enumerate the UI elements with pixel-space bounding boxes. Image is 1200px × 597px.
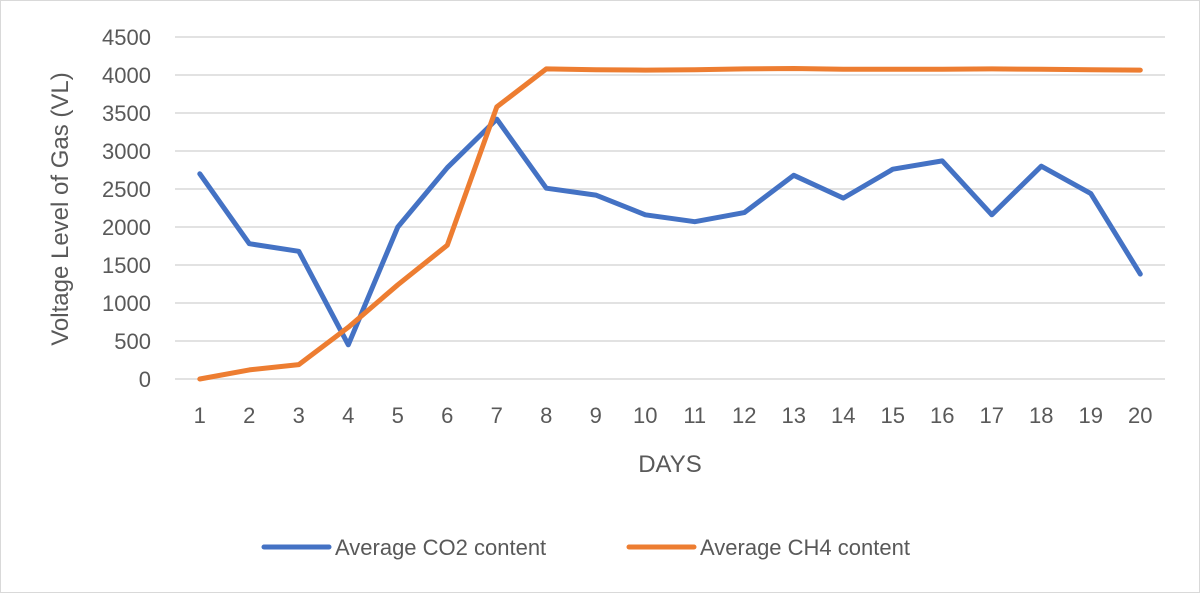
x-tick-label: 20 <box>1128 403 1152 428</box>
x-tick-label: 6 <box>441 403 453 428</box>
x-tick-label: 12 <box>732 403 756 428</box>
y-tick-label: 4500 <box>102 25 151 50</box>
legend: Average CO2 content Average CH4 content <box>261 535 910 560</box>
series-lines <box>197 66 1143 382</box>
y-tick-label: 3000 <box>102 139 151 164</box>
x-axis-ticks: 1 2 3 4 5 6 7 8 9 10 11 12 13 14 15 16 17 18 19 20 <box>194 403 1153 428</box>
legend-label: Average CH4 content <box>700 535 910 560</box>
x-tick-label: 8 <box>540 403 552 428</box>
x-tick-label: 17 <box>980 403 1004 428</box>
x-tick-label: 19 <box>1079 403 1103 428</box>
x-tick-label: 10 <box>633 403 657 428</box>
legend-label: Average CO2 content <box>335 535 546 560</box>
y-tick-label: 1000 <box>102 291 151 316</box>
x-tick-label: 9 <box>590 403 602 428</box>
gridlines <box>175 36 1165 342</box>
x-tick-label: 2 <box>243 403 255 428</box>
series-line-co2 <box>197 116 1143 348</box>
x-tick-label: 14 <box>831 403 855 428</box>
x-tick-label: 1 <box>194 403 206 428</box>
y-tick-label: 4000 <box>102 63 151 88</box>
y-tick-label: 3500 <box>102 101 151 126</box>
y-tick-label: 1500 <box>102 253 151 278</box>
y-tick-label: 0 <box>139 367 151 392</box>
x-tick-label: 18 <box>1029 403 1053 428</box>
y-tick-label: 500 <box>114 329 151 354</box>
x-tick-label: 13 <box>782 403 806 428</box>
y-axis-ticks: 0 500 1000 1500 2000 2500 3000 3500 4000 4500 <box>102 25 151 392</box>
x-tick-label: 11 <box>683 403 706 428</box>
x-tick-label: 3 <box>293 403 305 428</box>
x-tick-label: 5 <box>392 403 404 428</box>
x-tick-label: 16 <box>930 403 954 428</box>
x-tick-label: 4 <box>342 403 354 428</box>
x-tick-label: 15 <box>881 403 905 428</box>
y-tick-label: 2000 <box>102 215 151 240</box>
y-tick-label: 2500 <box>102 177 151 202</box>
x-axis-title: DAYS <box>638 451 702 478</box>
y-axis-title: Voltage Level of Gas (VL) <box>47 72 74 346</box>
x-tick-label: 7 <box>491 403 503 428</box>
series-line-ch4 <box>197 66 1143 382</box>
